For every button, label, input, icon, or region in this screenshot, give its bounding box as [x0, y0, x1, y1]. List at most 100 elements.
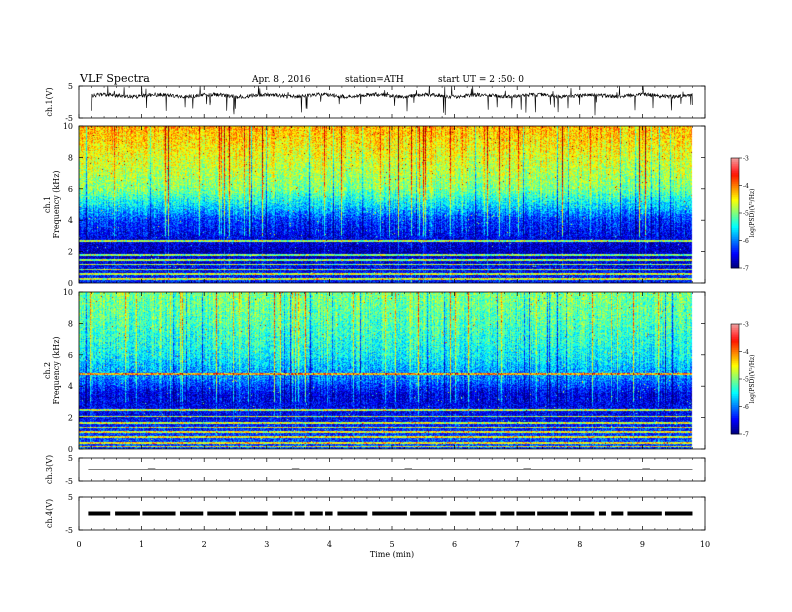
colorbar-step	[731, 191, 739, 194]
colorbar-step	[731, 231, 739, 234]
colorbar-step	[731, 410, 739, 413]
colorbar-step	[731, 380, 739, 384]
colorbar-tick-label: -6	[743, 404, 749, 411]
y-tick-label: 5	[68, 454, 73, 463]
colorbar-step	[731, 238, 739, 241]
station-label: station=ATH	[345, 75, 404, 85]
colorbar-tick-label: -4	[743, 349, 749, 356]
colorbar-step	[731, 229, 739, 232]
colorbar-step	[731, 158, 739, 161]
colorbar-step	[731, 246, 739, 249]
x-tick-label: 6	[452, 540, 457, 549]
ch2-spectrogram-panel: 0 2 4 6 8 10 ch.2 Frequency (kHz)	[43, 288, 706, 454]
colorbar-step	[731, 364, 739, 367]
y-axis-label: ch.4(V)	[45, 499, 54, 528]
colorbar-step	[731, 159, 739, 163]
colorbar-step	[731, 417, 739, 420]
colorbar-step	[731, 340, 739, 343]
ch2-spectrogram-image	[79, 292, 705, 449]
colorbar-step	[731, 224, 739, 227]
y-tick-label: 4	[68, 382, 73, 391]
colorbar-step	[731, 368, 739, 371]
date-label: Apr. 8 , 2016	[251, 75, 311, 85]
ch1-spectrogram-panel: 0 2 4 6 8 10 ch.1 Frequency (kHz)	[43, 122, 706, 288]
colorbar-step	[731, 335, 739, 338]
time-axis: 0 1 2 3 4 5 6 7 8 9 10	[76, 540, 710, 549]
colorbar-step	[731, 404, 739, 407]
y-tick-label: 8	[68, 153, 73, 162]
colorbar-label: log(PSD)(V²/Hz)	[749, 189, 756, 238]
colorbar-step	[731, 377, 739, 380]
colorbar-step	[731, 251, 739, 254]
colorbar-step	[731, 358, 739, 362]
start-time-label: start UT = 2 :50: 0	[438, 75, 524, 85]
colorbar-step	[731, 172, 739, 175]
panel-frame	[78, 291, 706, 450]
x-tick-label: 0	[76, 540, 81, 549]
colorbar-step	[731, 375, 739, 378]
colorbar-step	[731, 205, 739, 208]
colorbar-step	[731, 393, 739, 396]
colorbar-step	[731, 379, 739, 382]
colorbar-step	[731, 428, 739, 431]
x-tick-label: 4	[327, 540, 332, 549]
colorbar-step	[731, 264, 739, 267]
colorbar-step	[731, 176, 739, 179]
x-tick-label: 5	[389, 540, 394, 549]
colorbar-step	[731, 324, 739, 327]
colorbar-step	[731, 258, 739, 262]
colorbar-tick-label: -7	[743, 432, 749, 439]
colorbar-step	[731, 342, 739, 345]
colorbar-step	[731, 391, 739, 395]
y-axis-label: ch.2	[43, 362, 52, 379]
colorbar-step	[731, 262, 739, 265]
y-axis-label: Frequency (kHz)	[52, 170, 61, 238]
colorbar-step	[731, 353, 739, 356]
colorbar-step	[731, 169, 739, 172]
colorbar-step	[731, 424, 739, 428]
colorbar-step	[731, 192, 739, 196]
colorbar-step	[731, 185, 739, 188]
colorbar-step	[731, 220, 739, 223]
colorbar-step	[731, 349, 739, 352]
colorbar-step	[731, 203, 739, 207]
colorbar-step	[731, 242, 739, 245]
colorbar-step	[731, 357, 739, 360]
y-tick-label: 0	[68, 279, 73, 288]
colorbar-step	[731, 408, 739, 411]
colorbar-step	[731, 236, 739, 240]
colorbar-step	[731, 211, 739, 214]
panel-frame	[78, 85, 706, 119]
ch2-colorbar: -3 -4 -5 -6 -7 log(PSD)(V²/Hz)	[730, 322, 756, 439]
ch1-colorbar: -3 -4 -5 -6 -7 log(PSD)(V²/Hz)	[730, 156, 756, 273]
ch4-waveform-panel: 5 -5 ch.4(V)	[45, 493, 706, 535]
colorbar-step	[731, 331, 739, 334]
colorbar-step	[731, 196, 739, 199]
y-tick-label: 6	[68, 351, 73, 360]
x-tick-label: 7	[515, 540, 520, 549]
colorbar-step	[731, 329, 739, 332]
colorbar-step	[731, 384, 739, 387]
colorbar-step	[731, 430, 739, 433]
ch1-trace	[91, 85, 693, 116]
y-tick-label: 6	[68, 185, 73, 194]
x-axis-label: Time (min)	[370, 550, 414, 559]
colorbar-step	[731, 336, 739, 340]
colorbar-step	[731, 218, 739, 221]
colorbar-step	[731, 225, 739, 229]
colorbar-step	[731, 362, 739, 365]
colorbar-step	[731, 366, 739, 369]
colorbar-step	[731, 423, 739, 426]
colorbar-step	[731, 401, 739, 404]
colorbar-step	[731, 253, 739, 256]
colorbar-step	[731, 181, 739, 185]
y-tick-label: -5	[65, 526, 73, 535]
ch1-waveform-panel: 5 -5 ch.1(V)	[45, 82, 706, 123]
colorbar-tick-label: -4	[743, 183, 749, 190]
colorbar-step	[731, 369, 739, 373]
colorbar-step	[731, 178, 739, 181]
colorbar-step	[731, 395, 739, 398]
colorbar-step	[731, 419, 739, 422]
colorbar-step	[731, 187, 739, 190]
colorbar-step	[731, 413, 739, 417]
